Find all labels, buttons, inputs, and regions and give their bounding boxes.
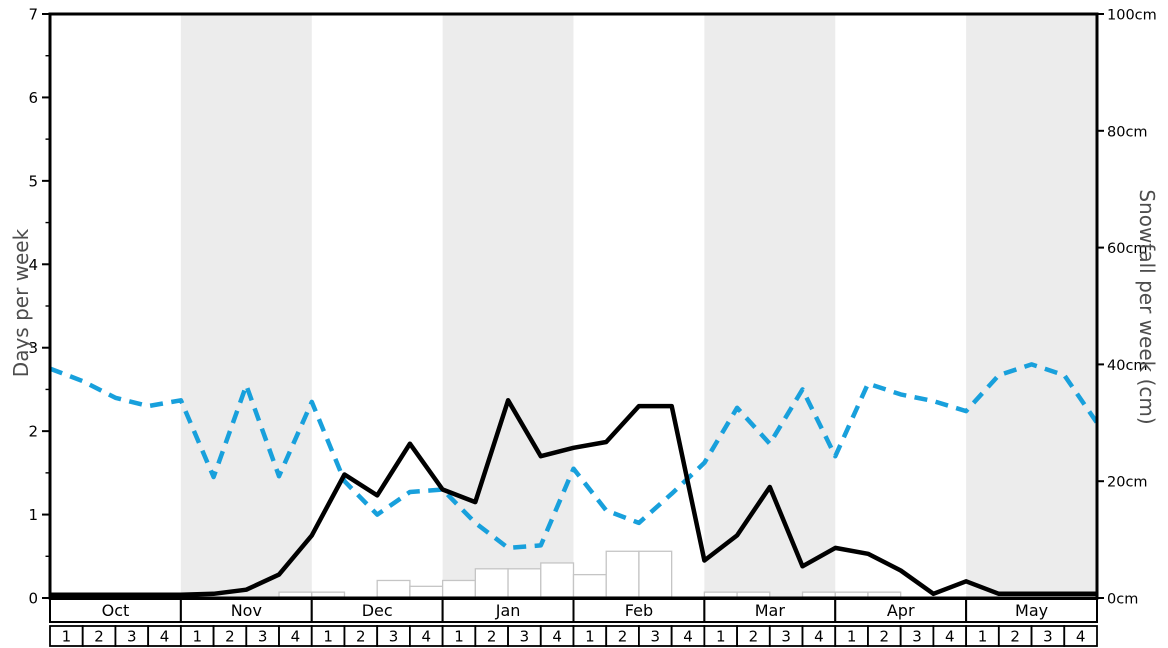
month-label-Nov: Nov xyxy=(231,601,262,620)
snowfall-bar-week-25 xyxy=(834,591,869,598)
y-left-tick-label-5: 5 xyxy=(28,172,38,190)
y-left-tick-label-3: 3 xyxy=(28,339,38,357)
snowfall-bar-week-26 xyxy=(867,591,902,598)
month-label-Dec: Dec xyxy=(362,601,393,620)
week-label-Mar-4: 4 xyxy=(814,628,824,646)
week-label-Oct-1: 1 xyxy=(62,628,72,646)
y-left-tick-label-2: 2 xyxy=(28,423,38,441)
week-label-Apr-1: 1 xyxy=(847,628,857,646)
month-label-Jan: Jan xyxy=(495,601,521,620)
y-right-tick-label-20: 20cm xyxy=(1107,475,1148,491)
snowfall-bar-week-13 xyxy=(441,579,476,598)
snowfall-bar-week-15 xyxy=(507,568,542,598)
month-cell-May xyxy=(965,598,1098,623)
snowfall-bar-week-12 xyxy=(409,585,444,598)
week-label-Feb-4: 4 xyxy=(683,628,693,646)
week-label-Dec-3: 3 xyxy=(389,628,399,646)
week-label-Dec-4: 4 xyxy=(421,628,431,646)
y-right-tick-label-80: 80cm xyxy=(1107,124,1148,140)
week-label-Apr-4: 4 xyxy=(945,628,955,646)
week-label-Apr-2: 2 xyxy=(880,628,890,646)
week-label-Feb-2: 2 xyxy=(618,628,628,646)
week-label-Mar-3: 3 xyxy=(781,628,791,646)
week-label-Nov-1: 1 xyxy=(192,628,202,646)
y-left-tick-label-1: 1 xyxy=(28,506,38,524)
y-left-tick-label-0: 0 xyxy=(28,590,38,608)
band-Nov xyxy=(180,14,312,598)
month-label-Apr: Apr xyxy=(887,601,915,620)
week-label-Feb-3: 3 xyxy=(651,628,661,646)
week-label-May-4: 4 xyxy=(1076,628,1086,646)
week-cell-May-4 xyxy=(1063,625,1098,647)
week-label-Dec-2: 2 xyxy=(356,628,366,646)
week-label-Nov-4: 4 xyxy=(291,628,301,646)
shaded-month-bands xyxy=(180,14,1097,598)
snowfall-bar-week-8 xyxy=(278,591,313,598)
week-row: 1 2 3 4 1 2 3 4 1 2 3 4 1 2 3 4 1 2 3 4 1 2 3 4 1 2 3 4 1 2 3 4 xyxy=(49,625,1098,647)
right-axis-ticks: 0cm 20cm 40cm 60cm 80cm 100cm xyxy=(1097,8,1157,608)
snowfall-bars xyxy=(278,550,902,598)
snowfall-bar-week-22 xyxy=(736,591,771,598)
y-right-tick-label-40: 40cm xyxy=(1107,358,1148,374)
week-label-Nov-2: 2 xyxy=(225,628,235,646)
week-label-May-3: 3 xyxy=(1043,628,1053,646)
week-label-Jan-4: 4 xyxy=(552,628,562,646)
y-right-tick-label-0: 0cm xyxy=(1107,592,1138,608)
week-label-Oct-2: 2 xyxy=(94,628,104,646)
week-label-Nov-3: 3 xyxy=(258,628,268,646)
month-label-Oct: Oct xyxy=(102,601,130,620)
snowfall-bar-week-21 xyxy=(703,591,738,598)
y-right-tick-label-100: 100cm xyxy=(1107,8,1157,24)
left-axis-ticks: 0 1 2 3 4 5 6 7 xyxy=(28,6,50,608)
snowfall-bar-week-11 xyxy=(376,579,411,598)
snowfall-bar-week-14 xyxy=(474,568,509,598)
snowfall-bar-week-16 xyxy=(540,562,575,598)
week-label-Jan-2: 2 xyxy=(487,628,497,646)
y-left-tick-label-6: 6 xyxy=(28,89,38,107)
week-label-Dec-1: 1 xyxy=(323,628,333,646)
week-label-Mar-1: 1 xyxy=(716,628,726,646)
week-label-Jan-1: 1 xyxy=(454,628,464,646)
month-label-Mar: Mar xyxy=(755,601,786,620)
month-row: Oct Nov Dec Jan Feb Mar Apr May xyxy=(49,598,1098,623)
week-label-Jan-3: 3 xyxy=(520,628,530,646)
week-label-May-2: 2 xyxy=(1010,628,1020,646)
band-Mar xyxy=(704,14,836,598)
blue-dashed-line xyxy=(49,362,1099,551)
band-May xyxy=(966,14,1097,598)
week-label-Apr-3: 3 xyxy=(912,628,922,646)
snowfall-bar-week-18 xyxy=(605,550,640,598)
band-Jan xyxy=(442,14,574,598)
y-right-tick-label-60: 60cm xyxy=(1107,241,1148,257)
y-left-tick-label-4: 4 xyxy=(28,256,38,274)
month-label-May: May xyxy=(1015,601,1048,620)
snowfall-bar-week-9 xyxy=(311,591,346,598)
week-label-Feb-1: 1 xyxy=(585,628,595,646)
week-label-Mar-2: 2 xyxy=(749,628,759,646)
week-label-Oct-4: 4 xyxy=(160,628,170,646)
snowfall-bar-week-19 xyxy=(638,550,673,598)
snowfall-bar-week-17 xyxy=(572,573,607,598)
snowfall-bar-week-24 xyxy=(801,591,836,598)
month-label-Feb: Feb xyxy=(625,601,653,620)
black-solid-line xyxy=(50,398,1097,597)
y-left-tick-label-7: 7 xyxy=(28,6,38,24)
week-label-Oct-3: 3 xyxy=(127,628,137,646)
week-label-May-1: 1 xyxy=(978,628,988,646)
